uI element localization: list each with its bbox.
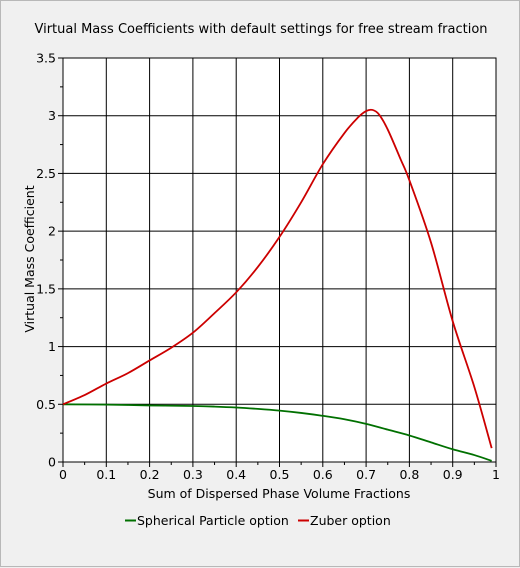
- y-tick-label: 2.5: [36, 166, 56, 181]
- y-tick-label: 3: [48, 108, 56, 123]
- y-axis-label: Virtual Mass Coefficient: [22, 185, 37, 332]
- y-tick-label: 1.5: [36, 281, 56, 296]
- y-tick-label: 3.5: [36, 51, 56, 66]
- x-tick-label: 0.4: [226, 467, 246, 482]
- x-tick-label: 0.9: [443, 467, 463, 482]
- legend-label-zuber: Zuber option: [310, 513, 391, 528]
- series-line-zuber: [62, 108, 493, 449]
- x-tick-label: 0.2: [140, 467, 160, 482]
- x-tick-label: 0.5: [270, 467, 290, 482]
- y-tick-label: 2: [48, 224, 56, 239]
- legend-label-spherical: Spherical Particle option: [137, 513, 289, 528]
- x-tick-label: 0: [59, 467, 67, 482]
- series-line-spherical-particle: [62, 403, 492, 462]
- y-tick-label: 0: [48, 455, 56, 470]
- x-tick-label: 1: [492, 467, 500, 482]
- grid: [62, 57, 497, 463]
- x-tick-label: 0.7: [356, 467, 376, 482]
- x-tick-label: 0.3: [183, 467, 203, 482]
- axis-ticks: 0 0.1 0.2 0.3 0.4 0.5 0.6 0.7 0.8 0.9 1 0 0.5 1 1.5 2 2.…: [36, 51, 500, 483]
- y-tick-label: 1: [48, 339, 56, 354]
- x-tick-label: 0.8: [399, 467, 419, 482]
- x-tick-label: 0.6: [313, 467, 333, 482]
- x-tick-label: 0.1: [96, 467, 116, 482]
- legend: Spherical Particle option Zuber option: [125, 513, 391, 528]
- x-axis-label: Sum of Dispersed Phase Volume Fractions: [148, 486, 411, 501]
- y-tick-label: 0.5: [36, 397, 56, 412]
- chart-title: Virtual Mass Coefficients with default s…: [34, 22, 487, 37]
- series-lines: [62, 108, 493, 462]
